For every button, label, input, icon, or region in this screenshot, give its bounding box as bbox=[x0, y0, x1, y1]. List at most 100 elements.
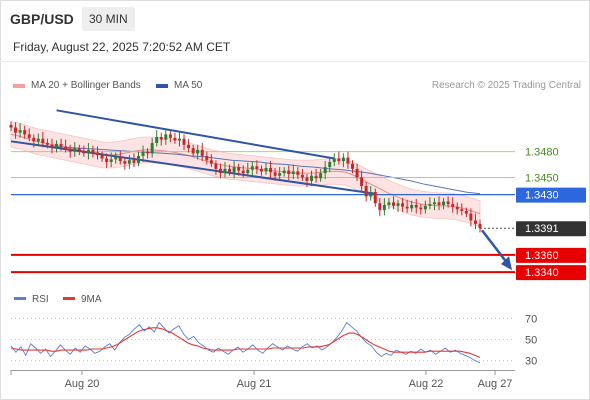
candle-body bbox=[460, 209, 464, 211]
candle-body bbox=[319, 173, 323, 179]
candle-body bbox=[273, 172, 277, 176]
candle-body bbox=[337, 158, 341, 162]
candle-body bbox=[64, 146, 68, 150]
level-1-3391-badge bbox=[516, 221, 586, 237]
candle-body bbox=[177, 138, 181, 141]
candle-body bbox=[196, 149, 200, 154]
candle-body bbox=[419, 207, 423, 210]
rsi-tick-70: 70 bbox=[525, 313, 537, 325]
candle-body bbox=[182, 138, 186, 145]
candle-body bbox=[96, 152, 100, 156]
candle-body bbox=[269, 167, 273, 173]
candle-body bbox=[364, 186, 368, 197]
trendline-upper bbox=[56, 109, 335, 160]
bollinger-swatch bbox=[13, 83, 25, 88]
candle-body bbox=[173, 137, 177, 141]
x-tick-label: Aug 20 bbox=[65, 378, 100, 390]
candle-body bbox=[300, 174, 304, 178]
trendline-lower bbox=[10, 140, 376, 195]
candle-body bbox=[50, 144, 54, 148]
level-1-3430-badge bbox=[516, 187, 586, 203]
candle-body bbox=[255, 166, 259, 169]
candle-body bbox=[250, 166, 254, 170]
credit-text: Research © 2025 Trading Central bbox=[431, 80, 581, 91]
candle-body bbox=[341, 157, 345, 162]
candle-body bbox=[187, 144, 191, 149]
candle-body bbox=[150, 143, 154, 154]
x-tick-label: Aug 21 bbox=[237, 378, 272, 390]
candle-body bbox=[410, 204, 414, 209]
rsi-ma-line bbox=[10, 327, 481, 359]
candle-body bbox=[446, 201, 450, 205]
candle-body bbox=[214, 163, 218, 169]
level-1-3340-label: 1.3340 bbox=[525, 267, 559, 279]
candle-body bbox=[287, 170, 291, 174]
candle-body bbox=[36, 138, 40, 142]
candle-body bbox=[469, 213, 473, 221]
candle-body bbox=[391, 202, 395, 206]
candle-body bbox=[282, 170, 286, 174]
candle-body bbox=[159, 137, 163, 140]
candle-body bbox=[59, 143, 63, 147]
candle-body bbox=[91, 149, 95, 153]
legend-ma50-label: MA 50 bbox=[174, 80, 203, 91]
rsi-tick-50: 50 bbox=[525, 335, 537, 347]
candle-body bbox=[136, 155, 140, 163]
rsi-legend-swatch bbox=[14, 297, 26, 300]
candle-body bbox=[428, 204, 432, 206]
candle-body bbox=[18, 130, 22, 133]
candle-body bbox=[109, 159, 113, 162]
candle-body bbox=[414, 204, 418, 208]
candle-body bbox=[14, 127, 18, 133]
legend-bollinger: MA 20 + Bollinger Bands bbox=[13, 80, 141, 91]
symbol-title: GBP/USD bbox=[10, 11, 74, 27]
legend-ma50: MA 50 bbox=[156, 80, 202, 91]
candle-body bbox=[259, 168, 263, 172]
candle-body bbox=[73, 148, 77, 152]
candle-body bbox=[323, 167, 327, 174]
candle-body bbox=[405, 206, 409, 209]
level-1-3450-label: 1.3450 bbox=[525, 172, 559, 184]
level-1-3430-label: 1.3430 bbox=[525, 190, 559, 202]
candle-body bbox=[291, 171, 295, 174]
candle-body bbox=[328, 161, 332, 168]
candle-body bbox=[164, 134, 168, 140]
ma50-swatch bbox=[156, 83, 168, 88]
candle-body bbox=[68, 149, 72, 152]
candle-body bbox=[141, 151, 145, 156]
rsi-ma-legend-swatch bbox=[63, 297, 75, 300]
candle-body bbox=[41, 138, 45, 144]
interval-tab[interactable]: 30 MIN bbox=[82, 7, 135, 31]
candle-body bbox=[82, 150, 86, 154]
candle-body bbox=[455, 206, 459, 210]
candle-body bbox=[264, 167, 268, 172]
candle-body bbox=[464, 211, 468, 214]
candle-body bbox=[200, 149, 204, 156]
candle-body bbox=[296, 171, 300, 175]
candle-body bbox=[100, 155, 104, 159]
rsi-legend-label: RSI bbox=[32, 294, 49, 305]
candle-body bbox=[228, 168, 232, 173]
candle-body bbox=[478, 223, 482, 229]
candle-body bbox=[332, 158, 336, 162]
candle-body bbox=[32, 137, 36, 142]
candle-body bbox=[387, 202, 391, 205]
candle-body bbox=[437, 202, 441, 205]
candle-body bbox=[305, 177, 309, 181]
candle-body bbox=[310, 175, 314, 181]
candle-body bbox=[241, 170, 245, 174]
candle-body bbox=[23, 130, 27, 135]
candle-body bbox=[9, 124, 13, 128]
candle-body bbox=[168, 134, 172, 138]
candle-body bbox=[105, 158, 109, 162]
candle-body bbox=[442, 201, 446, 205]
candle-body bbox=[369, 192, 373, 197]
ma50-line bbox=[10, 140, 481, 195]
candle-body bbox=[27, 134, 31, 138]
candle-body bbox=[218, 168, 222, 174]
level-1-3391-label: 1.3391 bbox=[525, 223, 559, 235]
projection-arrow-head bbox=[501, 256, 512, 271]
candle-body bbox=[360, 177, 364, 187]
rsi-tick-30: 30 bbox=[525, 356, 537, 368]
